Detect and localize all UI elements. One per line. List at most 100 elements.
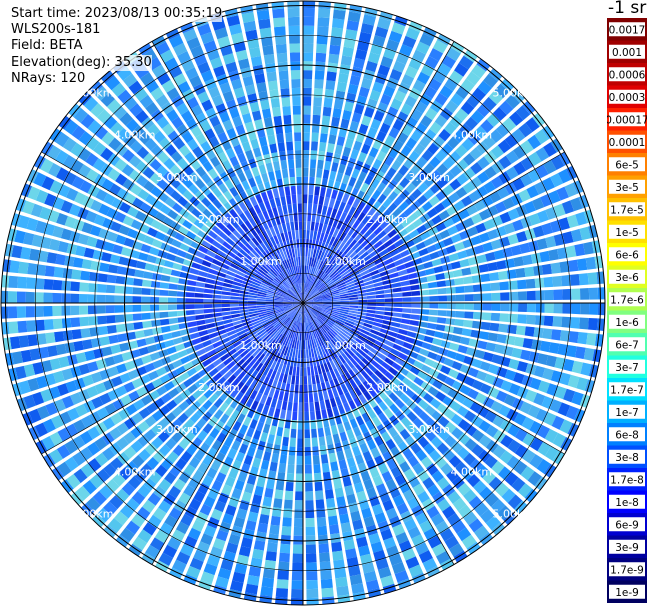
ray-gate <box>188 171 200 183</box>
ray-gate <box>215 576 229 589</box>
ray-gate <box>386 77 399 90</box>
ray-gate <box>298 411 303 421</box>
ray-gate <box>348 294 358 298</box>
ray-gate <box>295 304 302 311</box>
ray-gate <box>311 320 316 329</box>
colorbar-tick-label: 3e-9 <box>615 542 639 554</box>
ray-gate <box>402 297 412 302</box>
ray-gate <box>103 463 117 477</box>
ray-gate <box>108 264 119 274</box>
ray-gate <box>527 405 541 419</box>
ray-gate <box>55 253 66 266</box>
ray-gate <box>419 348 430 357</box>
ray-gate <box>140 72 155 86</box>
ray-gate <box>295 230 299 240</box>
ray-gate <box>357 373 366 383</box>
ray-gate <box>287 401 293 411</box>
ray-gate <box>413 376 424 387</box>
ray-gate <box>145 79 159 93</box>
ray-gate <box>389 486 401 499</box>
ray-gate <box>316 383 322 393</box>
ray-gate <box>360 238 370 248</box>
ray-gate <box>230 409 240 421</box>
ray-gate <box>210 508 223 521</box>
ray-gate <box>199 503 212 516</box>
ray-gate <box>204 78 217 91</box>
ray-gate <box>490 312 501 322</box>
ray-gate <box>428 288 438 295</box>
ray-gate <box>298 283 302 293</box>
ray-gate <box>319 232 325 242</box>
ray-gate <box>89 474 104 489</box>
ray-gate <box>319 373 325 383</box>
ray-gate <box>411 296 421 302</box>
ray-gate <box>361 78 373 90</box>
ray-gate <box>118 256 129 266</box>
ray-gate <box>392 434 404 446</box>
ray-gate <box>269 461 278 472</box>
ray-gate <box>260 242 268 252</box>
ray-gate <box>270 360 277 370</box>
ray-gate <box>283 392 289 402</box>
ray-gate <box>222 159 232 171</box>
ray-gate <box>70 317 81 328</box>
ray-gate <box>533 392 546 406</box>
ray-gate <box>187 138 199 151</box>
ray-gate <box>241 260 251 268</box>
ray-gate <box>269 524 280 535</box>
ray-gate <box>150 144 164 158</box>
ray-gate <box>467 388 479 400</box>
ray-gate <box>216 73 229 86</box>
ray-gate <box>376 102 389 114</box>
ray-gate <box>190 373 201 383</box>
ray-gate <box>379 248 389 257</box>
ray-gate <box>341 272 351 280</box>
ray-gate <box>596 271 605 284</box>
ray-gate <box>405 223 416 233</box>
ray-gate <box>313 305 323 308</box>
ray-gate <box>538 380 550 394</box>
colorbar-tick-label: 1e-6 <box>615 317 639 329</box>
ray-gate <box>234 343 244 352</box>
ray-gate <box>423 176 436 188</box>
range-ring-label: 4.00km <box>450 465 492 478</box>
ray-gate <box>339 431 348 442</box>
ray-gate <box>424 430 437 442</box>
ray-gate <box>294 248 298 258</box>
ray-gate <box>276 426 284 437</box>
ray-gate <box>134 269 145 278</box>
ray-gate <box>311 309 319 316</box>
ray-gate <box>372 416 382 427</box>
ray-gate <box>391 362 402 371</box>
ray-gate <box>163 157 176 170</box>
ray-gate <box>221 303 230 308</box>
ray-gate <box>305 313 310 322</box>
ray-gate <box>561 200 575 215</box>
ray-gate <box>356 263 366 271</box>
ray-gate <box>167 537 182 551</box>
ray-gate <box>384 307 394 312</box>
ray-gate <box>137 188 150 201</box>
ray-gate <box>337 332 346 340</box>
ray-gate <box>394 338 405 346</box>
ray-gate <box>472 379 484 391</box>
ray-gate <box>386 106 399 119</box>
ray-gate <box>49 449 63 464</box>
ray-gate <box>360 329 370 336</box>
ray-gate <box>336 450 345 461</box>
ray-gate <box>223 370 233 380</box>
ray-gate <box>475 222 487 234</box>
ray-gate <box>263 54 275 65</box>
ray-gate <box>112 244 123 255</box>
ray-gate <box>159 49 175 63</box>
ray-gate <box>258 136 268 147</box>
ray-gate <box>119 202 131 214</box>
ray-gate <box>491 354 503 365</box>
ray-gate <box>72 451 86 466</box>
ray-gate <box>369 495 381 507</box>
ray-gate <box>90 199 103 212</box>
ray-gate <box>391 22 406 35</box>
ray-gate <box>58 115 72 130</box>
ray-gate <box>196 541 210 554</box>
ray-gate <box>57 461 72 477</box>
